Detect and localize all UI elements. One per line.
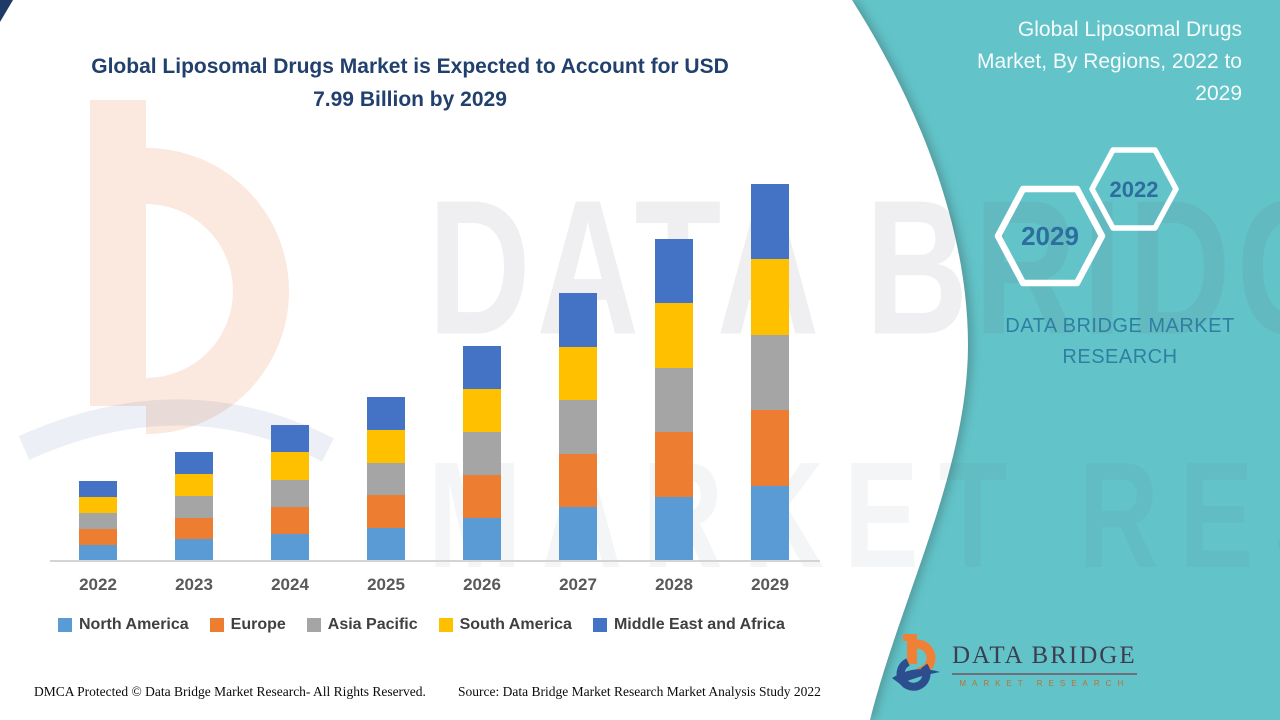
bar-segment-asia-pacific — [655, 367, 693, 433]
chart-title-line2: 7.99 Billion by 2029 — [313, 88, 507, 111]
bar-segment-asia-pacific — [175, 495, 213, 518]
x-axis-label-2023: 2023 — [175, 575, 213, 594]
x-axis-label-2026: 2026 — [463, 575, 501, 594]
bar-segment-north-america — [367, 528, 405, 561]
bar-segment-europe — [79, 528, 117, 545]
legend-label-europe: Europe — [230, 616, 286, 633]
bar-segment-south-america — [175, 474, 213, 496]
bar-2029 — [751, 183, 789, 561]
chart-title: Global Liposomal Drugs Market is Expecte… — [55, 50, 765, 116]
bar-segment-south-america — [559, 346, 597, 401]
dmca-notice: DMCA Protected © Data Bridge Market Rese… — [34, 684, 426, 699]
bar-segment-north-america — [655, 496, 693, 561]
legend-swatch-middle-east-and-africa — [592, 618, 607, 632]
bar-segment-europe — [271, 506, 309, 534]
bar-segment-europe — [559, 453, 597, 508]
bar-segment-asia-pacific — [79, 512, 117, 529]
x-axis-line — [50, 560, 820, 562]
logo-name: DATA BRIDGE — [952, 642, 1137, 675]
chart-legend: North America Europe Asia Pacific South Ame… — [58, 616, 785, 634]
logo-subtitle: MARKET RESEARCH — [959, 679, 1130, 688]
bar-segment-south-america — [79, 496, 117, 513]
bar-segment-middle-east-and-africa — [655, 238, 693, 304]
panel-heading-line1: Global Liposomal Drugs — [1017, 18, 1242, 41]
legend-swatch-south-america — [438, 618, 453, 632]
bar-segment-asia-pacific — [559, 400, 597, 454]
x-axis-label-2025: 2025 — [367, 575, 405, 594]
panel-heading-line3: 2029 — [1195, 82, 1242, 105]
brand-heading-line2: RESEARCH — [1062, 346, 1178, 368]
bar-segment-north-america — [559, 507, 597, 561]
legend-item-middle-east-and-africa: Middle East and Africa — [592, 616, 785, 634]
x-axis-label-2029: 2029 — [751, 575, 789, 594]
bar-segment-south-america — [271, 452, 309, 480]
bar-segment-north-america — [175, 539, 213, 561]
legend-label-north-america: North America — [79, 616, 189, 633]
brand-heading: DATA BRIDGE MARKET RESEARCH — [975, 311, 1265, 373]
x-axis-label-2022: 2022 — [79, 575, 117, 594]
hexagon-2029-label: 2029 — [1021, 221, 1079, 251]
bar-2025 — [367, 396, 405, 561]
legend-item-north-america: North America — [58, 616, 189, 634]
company-logo: DATA BRIDGE MARKET RESEARCH — [890, 632, 1137, 696]
bar-segment-middle-east-and-africa — [463, 346, 501, 390]
x-axis-label-2027: 2027 — [559, 575, 597, 594]
bar-2022 — [79, 480, 117, 561]
bar-2024 — [271, 425, 309, 561]
hexagon-2029: 2029 — [994, 185, 1106, 287]
hexagon-2022-label: 2022 — [1110, 177, 1159, 202]
bar-2027 — [559, 293, 597, 561]
bar-segment-north-america — [463, 517, 501, 561]
legend-swatch-north-america — [58, 618, 72, 632]
bar-segment-south-america — [463, 389, 501, 433]
logo-wordmark: DATA BRIDGE MARKET RESEARCH — [952, 642, 1137, 688]
bar-segment-north-america — [271, 533, 309, 561]
chart-title-line1: Global Liposomal Drugs Market is Expecte… — [91, 55, 729, 78]
logo-bd-icon — [892, 634, 940, 691]
bar-segment-europe — [175, 517, 213, 540]
bar-segment-europe — [463, 475, 501, 518]
source-note: Source: Data Bridge Market Research Mark… — [458, 684, 821, 699]
legend-item-asia-pacific: Asia Pacific — [306, 616, 418, 634]
bar-segment-middle-east-and-africa — [751, 183, 789, 260]
bar-segment-middle-east-and-africa — [367, 396, 405, 430]
bar-segment-middle-east-and-africa — [175, 452, 213, 475]
legend-item-europe: Europe — [209, 616, 286, 634]
legend-item-south-america: South America — [438, 616, 572, 634]
x-axis-label-2024: 2024 — [271, 575, 309, 594]
bar-segment-europe — [655, 432, 693, 497]
bar-segment-south-america — [751, 259, 789, 335]
bar-segment-north-america — [79, 544, 117, 561]
bar-segment-europe — [751, 410, 789, 486]
bar-segment-north-america — [751, 485, 789, 561]
legend-swatch-asia-pacific — [306, 618, 321, 632]
hexagon-2022: 2022 — [1089, 147, 1179, 231]
bar-segment-asia-pacific — [271, 479, 309, 507]
legend-label-south-america: South America — [459, 616, 572, 633]
bar-segment-asia-pacific — [463, 432, 501, 476]
bar-segment-middle-east-and-africa — [271, 425, 309, 453]
bar-2023 — [175, 452, 213, 561]
bar-segment-asia-pacific — [367, 462, 405, 496]
brand-heading-line1: DATA BRIDGE MARKET — [1005, 315, 1235, 337]
panel-heading: Global Liposomal Drugs Market, By Region… — [902, 14, 1242, 110]
x-axis-label-2028: 2028 — [655, 575, 693, 594]
legend-label-middle-east-and-africa: Middle East and Africa — [613, 616, 785, 633]
bar-segment-asia-pacific — [751, 334, 789, 411]
legend-label-asia-pacific: Asia Pacific — [327, 616, 418, 633]
bar-2026 — [463, 346, 501, 561]
bar-segment-europe — [367, 495, 405, 529]
bar-segment-south-america — [367, 429, 405, 463]
bar-segment-south-america — [655, 303, 693, 368]
bar-segment-middle-east-and-africa — [79, 480, 117, 497]
corner-wedge — [0, 0, 13, 22]
panel-heading-line2: Market, By Regions, 2022 to — [977, 50, 1242, 73]
bar-2028 — [655, 238, 693, 561]
legend-swatch-europe — [209, 618, 224, 632]
bar-segment-middle-east-and-africa — [559, 293, 597, 347]
